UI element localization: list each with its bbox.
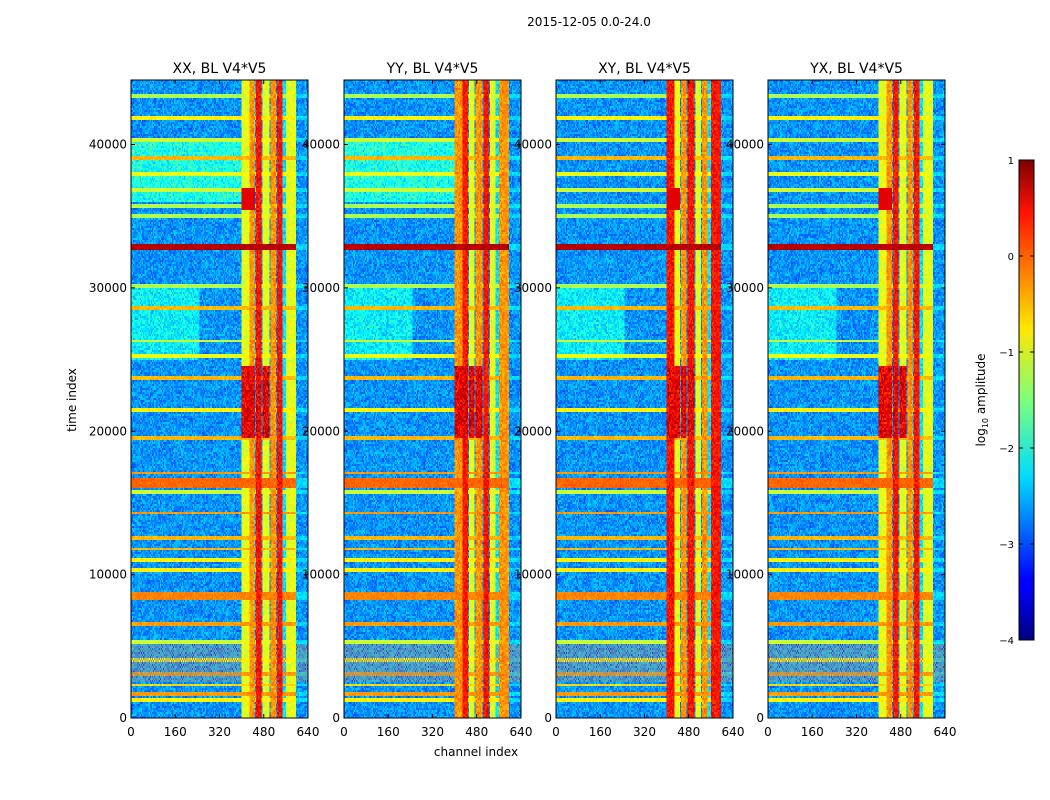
heatmap-image-yx — [768, 80, 945, 718]
colorbar: 1 0 −1 −2 −3 −4 log10 amplitude — [974, 156, 1035, 647]
colorbar-tick-label: −2 — [999, 444, 1014, 455]
y-tick-label: 40000 — [726, 138, 764, 152]
heatmap-panel-yy: YY, BL V4*V5 0 160 320 480 640 0 10000 20000 3000… — [302, 61, 533, 739]
figure-suptitle: 2015-12-05 0.0-24.0 — [527, 15, 651, 29]
heatmap-image-xy — [556, 80, 733, 718]
x-tick-label: 320 — [208, 725, 231, 739]
x-tick-label: 640 — [297, 725, 320, 739]
y-tick-label: 20000 — [302, 424, 340, 438]
y-tick-label: 30000 — [89, 281, 127, 295]
x-tick-label: 640 — [934, 725, 957, 739]
y-tick-label: 40000 — [514, 138, 552, 152]
heatmap-panel-yx: YX, BL V4*V5 0 160 320 480 640 0 10000 20000 3000… — [726, 61, 957, 739]
y-tick-label: 30000 — [302, 281, 340, 295]
y-tick-label: 20000 — [726, 424, 764, 438]
x-tick-label: 0 — [764, 725, 772, 739]
panel-title: XX, BL V4*V5 — [173, 61, 267, 77]
panel-title: XY, BL V4*V5 — [598, 61, 691, 77]
colorbar-tick-label: −4 — [999, 636, 1014, 647]
y-tick-label: 40000 — [89, 138, 127, 152]
y-tick-label: 30000 — [514, 281, 552, 295]
colorbar-label: log10 amplitude — [974, 354, 990, 447]
x-tick-label: 320 — [845, 725, 868, 739]
heatmap-panel-xx: XX, BL V4*V5 0 160 320 480 640 0 10000 20000 3000… — [89, 61, 320, 739]
x-tick-label: 480 — [465, 725, 488, 739]
x-tick-label: 160 — [377, 725, 400, 739]
colorbar-tick-label: −3 — [999, 540, 1014, 551]
x-tick-label: 480 — [889, 725, 912, 739]
x-tick-label: 160 — [801, 725, 824, 739]
x-axis-label: channel index — [434, 745, 518, 759]
y-tick-label: 10000 — [514, 568, 552, 582]
y-tick-label: 0 — [756, 711, 764, 725]
x-tick-label: 0 — [127, 725, 135, 739]
heatmap-image-xx — [131, 80, 308, 718]
y-tick-label: 10000 — [726, 568, 764, 582]
x-tick-label: 160 — [589, 725, 612, 739]
y-tick-label: 30000 — [726, 281, 764, 295]
x-tick-label: 320 — [633, 725, 656, 739]
panel-title: YX, BL V4*V5 — [809, 61, 903, 77]
y-tick-label: 0 — [544, 711, 552, 725]
y-tick-label: 0 — [119, 711, 127, 725]
y-tick-label: 0 — [332, 711, 340, 725]
x-tick-label: 640 — [510, 725, 533, 739]
colorbar-tick-label: −1 — [999, 348, 1014, 359]
colorbar-ticks: 1 0 −1 −2 −3 −4 — [999, 156, 1034, 647]
x-tick-label: 0 — [340, 725, 348, 739]
y-tick-label: 10000 — [302, 568, 340, 582]
y-axis-label: time index — [65, 368, 79, 432]
heatmap-image-yy — [344, 80, 521, 718]
y-tick-label: 20000 — [89, 424, 127, 438]
x-tick-label: 480 — [252, 725, 275, 739]
panel-title: YY, BL V4*V5 — [386, 61, 479, 77]
x-tick-label: 160 — [164, 725, 187, 739]
colorbar-gradient — [1018, 159, 1035, 641]
x-tick-label: 0 — [552, 725, 560, 739]
x-tick-label: 480 — [677, 725, 700, 739]
x-tick-label: 640 — [722, 725, 745, 739]
heatmap-panels: XX, BL V4*V5 0 160 320 480 640 0 10000 20000 3000… — [89, 61, 957, 739]
y-tick-label: 40000 — [302, 138, 340, 152]
x-tick-label: 320 — [421, 725, 444, 739]
y-tick-label: 10000 — [89, 568, 127, 582]
heatmap-panel-xy: XY, BL V4*V5 0 160 320 480 640 0 10000 20000 3000… — [514, 61, 745, 739]
colorbar-tick-label: 0 — [1008, 252, 1014, 263]
y-tick-label: 20000 — [514, 424, 552, 438]
colorbar-tick-label: 1 — [1008, 156, 1014, 167]
